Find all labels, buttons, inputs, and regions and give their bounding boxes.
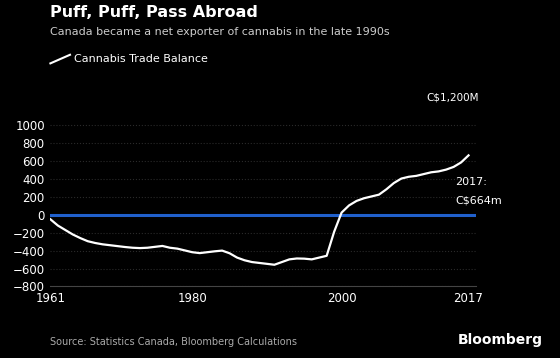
Text: Source: Statistics Canada, Bloomberg Calculations: Source: Statistics Canada, Bloomberg Cal… <box>50 337 297 347</box>
Text: Canada became a net exporter of cannabis in the late 1990s: Canada became a net exporter of cannabis… <box>50 27 390 37</box>
Text: C$664m: C$664m <box>455 195 502 205</box>
Text: Bloomberg: Bloomberg <box>458 333 543 347</box>
Text: Cannabis Trade Balance: Cannabis Trade Balance <box>74 54 208 64</box>
Text: 2017:: 2017: <box>455 177 487 187</box>
Text: C$1,200M: C$1,200M <box>426 92 479 102</box>
Text: Puff, Puff, Pass Abroad: Puff, Puff, Pass Abroad <box>50 5 258 20</box>
